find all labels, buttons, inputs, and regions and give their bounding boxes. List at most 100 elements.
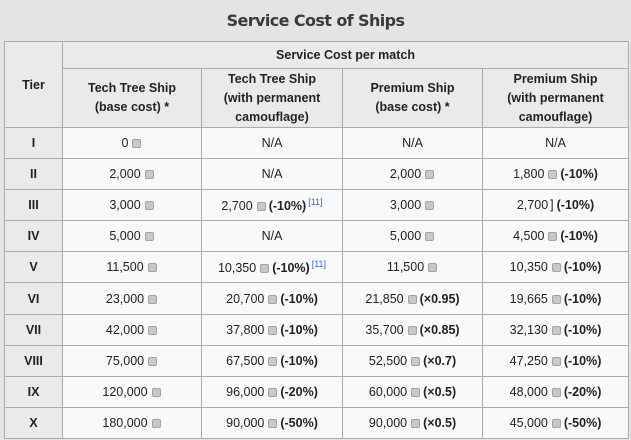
- cost-cell: 21,850 (×0.95): [342, 282, 483, 315]
- table-title: Service Cost of Ships: [226, 11, 405, 30]
- cost-modifier: (×0.85): [419, 322, 460, 337]
- reference-link[interactable]: [11]: [311, 259, 327, 270]
- credits-icon: [268, 418, 278, 428]
- cost-cell: 3,000: [342, 189, 483, 222]
- cost-value: 21,850: [365, 291, 404, 306]
- cost-value: 42,000: [105, 322, 145, 337]
- cost-cell: 20,700 (-10%): [201, 282, 343, 315]
- cost-cell: 75,000: [62, 344, 202, 377]
- tier-cell: V: [4, 251, 63, 284]
- credits-icon: [144, 170, 154, 180]
- table-row: I 0 N/A N/A N/A: [4, 126, 630, 160]
- cost-cell: 2,000: [62, 158, 202, 191]
- cost-value: 45,000: [509, 415, 548, 430]
- cost-modifier: (-50%): [280, 415, 318, 430]
- cost-cell: 45,000 (-50%): [481, 406, 630, 440]
- credits-icon: [268, 356, 278, 366]
- cost-modifier: (-20%): [563, 384, 602, 399]
- cost-modifier: (-10%): [280, 322, 318, 337]
- cost-value: 1,800: [513, 167, 545, 182]
- cost-cell: N/A: [201, 126, 343, 160]
- column-header-line: Tech Tree Ship: [228, 71, 316, 86]
- credits-icon: [147, 263, 157, 273]
- column-header-line: camouflage): [235, 109, 309, 124]
- credits-icon: [268, 294, 278, 304]
- credits-icon: [551, 325, 561, 335]
- cost-cell: 52,500 (×0.7): [342, 344, 483, 377]
- credits-icon: [425, 232, 435, 242]
- column-header-4: Premium Ship (with permanent camouflage): [481, 68, 630, 128]
- tier-cell: III: [4, 189, 63, 222]
- tier-cell: X: [4, 406, 63, 440]
- cost-cell: 11,500: [342, 251, 483, 284]
- credits-icon: [148, 356, 158, 366]
- credits-icon: [548, 232, 558, 242]
- cost-value: 90,000: [226, 415, 265, 430]
- cost-cell: 3,000: [62, 189, 202, 222]
- cost-cell: 120,000: [62, 375, 202, 408]
- cost-cell: 35,700 (×0.85): [342, 313, 483, 346]
- bracket-glyph: ]: [550, 198, 554, 213]
- cost-value: N/A: [402, 136, 423, 151]
- credits-icon: [551, 263, 561, 273]
- cost-modifier: (-10%): [280, 353, 318, 368]
- cost-cell: N/A: [342, 126, 483, 160]
- cost-value: 10,350: [509, 260, 548, 275]
- cost-cell: 19,665 (-10%): [481, 282, 630, 315]
- cost-cell: 2,000: [342, 158, 483, 191]
- cost-cell: 5,000: [342, 220, 483, 253]
- credits-icon: [411, 356, 421, 366]
- column-header-3: Premium Ship (base cost) *: [342, 68, 483, 128]
- cost-modifier: (×0.7): [423, 353, 457, 368]
- cost-cell: 37,800 (-10%): [201, 313, 343, 346]
- cost-cell: 67,500 (-10%): [201, 344, 343, 377]
- credits-icon: [425, 170, 435, 180]
- credits-icon: [151, 418, 161, 428]
- column-header-line: Tech Tree Ship: [88, 81, 176, 95]
- credits-icon: [407, 294, 417, 304]
- tier-cell: IV: [4, 220, 63, 253]
- cost-modifier: (-10%): [560, 229, 598, 244]
- cost-value: 52,500: [368, 353, 408, 368]
- table-row: VIII 75,000 67,500 (-10%) 52,500 (×0.7) 47,250…: [4, 344, 630, 377]
- cost-value: 180,000: [102, 415, 148, 430]
- cost-modifier: (-10%): [560, 167, 598, 182]
- credits-icon: [425, 201, 435, 211]
- cost-cell: 90,000 (-50%): [201, 406, 343, 440]
- cost-modifier: (×0.5): [423, 384, 457, 399]
- reference-link[interactable]: [11]: [308, 197, 323, 208]
- cost-cell: N/A: [201, 220, 343, 253]
- cost-value: 5,000: [389, 229, 422, 244]
- cost-value: 35,700: [365, 322, 404, 337]
- cost-cell: 60,000 (×0.5): [342, 375, 483, 408]
- credits-icon: [551, 294, 561, 304]
- credits-icon: [407, 325, 417, 335]
- cost-cell: N/A: [201, 158, 343, 191]
- cost-cell: 5,000: [62, 220, 202, 253]
- credits-icon: [548, 170, 558, 180]
- cost-value: N/A: [261, 136, 283, 151]
- cost-cell: 2,700] (-10%): [481, 189, 630, 222]
- cost-modifier: (-10%): [563, 291, 602, 306]
- column-header-line: (with permanent: [507, 90, 604, 105]
- credits-icon: [411, 418, 421, 428]
- credits-icon: [268, 387, 278, 397]
- table-row: IX 120,000 96,000 (-20%) 60,000 (×0.5) 48,000 (…: [4, 375, 630, 408]
- cost-modifier: (-50%): [563, 415, 602, 430]
- cost-cell: 10,350 (-10%) [11]: [201, 251, 343, 284]
- cost-value: 60,000: [368, 384, 408, 399]
- tier-cell: VII: [4, 313, 63, 346]
- table-row: II 2,000 N/A 2,000 1,800 (-10%): [4, 158, 630, 191]
- cost-value: 96,000: [226, 384, 265, 399]
- cost-value: 32,130: [509, 322, 548, 337]
- table-row: III 3,000 2,700 (-10%) [11] 3,000 2,700] (-10%): [4, 189, 630, 222]
- column-header-line: camouflage): [518, 109, 593, 124]
- cost-modifier: (-10%): [556, 198, 595, 213]
- cost-value: 11,500: [386, 260, 425, 275]
- cost-modifier: (×0.5): [423, 415, 457, 430]
- cost-cell: 0: [62, 126, 202, 160]
- cost-cell: 4,500 (-10%): [481, 220, 630, 253]
- credits-icon: [551, 418, 561, 428]
- cost-value: N/A: [261, 167, 283, 182]
- cost-modifier: (-10%): [280, 291, 318, 306]
